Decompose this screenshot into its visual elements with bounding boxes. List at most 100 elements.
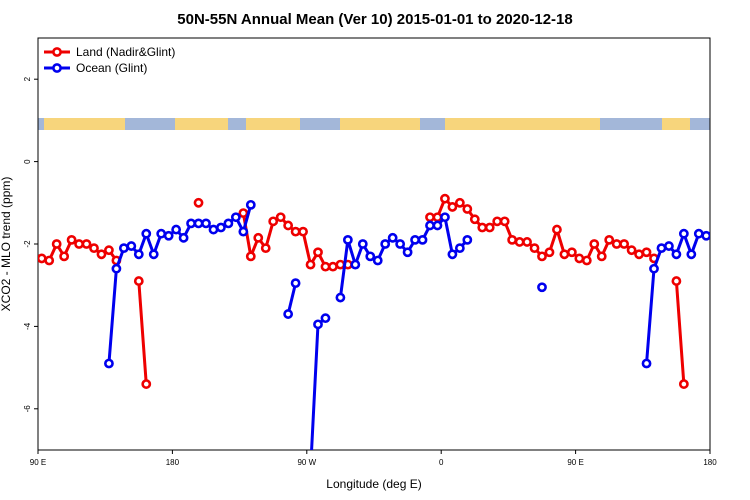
- data-point: [81, 239, 92, 249]
- data-point: [223, 218, 234, 229]
- data-point: [38, 253, 47, 264]
- y-tick-label: 2: [23, 76, 32, 81]
- data-point: [656, 243, 667, 254]
- data-point: [522, 237, 532, 247]
- legend-label: Ocean (Glint): [76, 61, 147, 75]
- data-point: [425, 220, 435, 231]
- data-point: [290, 226, 301, 237]
- data-point: [641, 358, 652, 369]
- x-axis-label: Longitude (deg E): [326, 477, 421, 491]
- data-point: [193, 197, 204, 208]
- series-layer: [38, 193, 710, 450]
- data-point: [320, 313, 331, 324]
- data-point: [693, 228, 704, 239]
- data-point: [380, 239, 391, 249]
- data-point: [469, 214, 480, 225]
- data-point: [283, 309, 294, 319]
- data-point: [96, 249, 107, 260]
- data-point: [432, 212, 443, 223]
- data-point: [283, 220, 294, 231]
- data-point: [537, 282, 547, 293]
- data-point: [260, 243, 271, 254]
- data-point: [671, 249, 682, 260]
- x-tick-label: 180: [703, 458, 717, 467]
- data-point: [253, 232, 264, 243]
- data-point: [462, 204, 473, 214]
- x-tick-label: 90 E: [567, 458, 583, 467]
- data-point: [268, 216, 279, 227]
- data-point: [365, 251, 376, 262]
- land-mask: [38, 118, 710, 130]
- data-point: [686, 249, 697, 260]
- data-point: [447, 249, 458, 260]
- data-point: [544, 247, 555, 258]
- data-point: [328, 261, 338, 272]
- y-tick-label: -4: [23, 322, 32, 330]
- data-point: [664, 241, 674, 251]
- data-point: [238, 226, 249, 237]
- data-point: [529, 243, 540, 254]
- data-point: [44, 255, 55, 266]
- legend-marker: [52, 47, 62, 57]
- x-tick-label: 90 W: [297, 458, 316, 467]
- data-point: [104, 245, 114, 256]
- x-tick-label: 180: [166, 458, 180, 467]
- data-point: [372, 255, 383, 266]
- data-point: [589, 239, 600, 249]
- legend-marker: [52, 63, 62, 73]
- ocean-band: [420, 118, 445, 130]
- data-point: [51, 239, 62, 249]
- data-point: [126, 241, 137, 251]
- data-point: [387, 232, 398, 243]
- data-point: [440, 212, 450, 223]
- data-point: [678, 379, 689, 389]
- data-point: [462, 234, 473, 245]
- data-point: [133, 249, 144, 260]
- data-point: [245, 199, 256, 210]
- data-point: [290, 278, 301, 289]
- data-point: [208, 224, 219, 235]
- data-point: [507, 234, 518, 245]
- data-point: [499, 216, 510, 227]
- y-axis-label: XCO2 - MLO trend (ppm): [0, 177, 13, 312]
- x-tick-label: 90 E: [30, 458, 46, 467]
- data-point: [417, 234, 428, 245]
- data-point: [581, 255, 592, 266]
- data-point: [163, 230, 174, 241]
- data-point: [619, 239, 630, 249]
- data-point: [649, 263, 659, 274]
- data-point: [118, 243, 129, 254]
- data-point: [671, 276, 682, 286]
- data-point: [66, 234, 77, 245]
- data-point: [574, 253, 585, 264]
- data-point: [178, 232, 189, 243]
- data-point: [59, 251, 70, 262]
- data-point: [425, 212, 435, 223]
- legend: Land (Nadir&Glint) Ocean (Glint): [44, 45, 175, 75]
- data-point: [230, 212, 241, 223]
- data-point: [275, 212, 286, 223]
- data-point: [148, 249, 159, 260]
- data-point: [350, 259, 361, 270]
- data-point: [626, 245, 637, 256]
- legend-label: Land (Nadir&Glint): [76, 45, 175, 59]
- data-point: [492, 216, 503, 227]
- data-point: [641, 247, 652, 258]
- data-point: [156, 228, 167, 239]
- ocean-band: [600, 118, 662, 130]
- data-point: [440, 193, 450, 204]
- data-point: [133, 276, 144, 286]
- data-point: [432, 220, 443, 231]
- data-point: [342, 234, 353, 245]
- data-point: [141, 228, 152, 239]
- data-point: [552, 224, 562, 235]
- data-point: [305, 259, 316, 270]
- data-point: [104, 358, 114, 369]
- data-point: [678, 228, 689, 239]
- land-band: [38, 118, 710, 130]
- ocean-band: [300, 118, 340, 130]
- data-point: [216, 222, 226, 233]
- data-point: [402, 247, 413, 258]
- data-point: [186, 218, 196, 229]
